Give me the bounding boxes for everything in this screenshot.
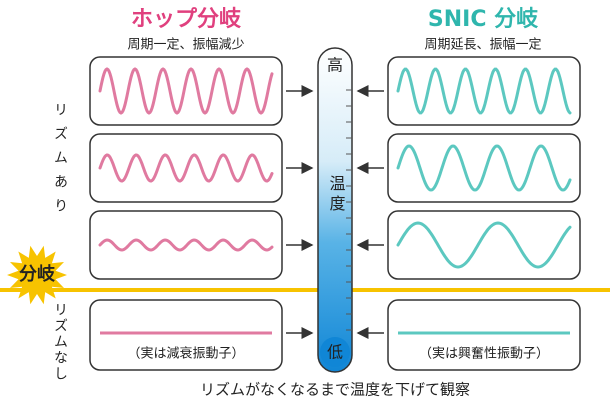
bifurcation-label: 分岐 xyxy=(19,263,56,285)
wave xyxy=(98,153,274,183)
right-subtitle: 周期延長、振幅一定 xyxy=(424,38,541,53)
wave xyxy=(98,238,274,252)
thermometer-high: 高 xyxy=(327,56,343,75)
rhythm-label: リズムあり xyxy=(52,102,68,222)
panel xyxy=(387,56,581,126)
wave xyxy=(396,67,572,115)
left-subtitle: 周期一定、振幅減少 xyxy=(127,37,244,53)
panel xyxy=(387,210,581,280)
thermometer-label: 温度 xyxy=(327,175,346,215)
panel xyxy=(387,299,581,371)
burst xyxy=(7,245,67,305)
thermometer-bulb xyxy=(320,337,350,367)
caption: リズムがなくなるまで温度を下げて観察 xyxy=(200,381,470,399)
left-title: ホップ分岐 xyxy=(131,7,242,32)
right-title: SNIC 分岐 xyxy=(428,7,539,32)
panel xyxy=(89,299,283,371)
wave xyxy=(396,144,572,192)
no-rhythm-label: リズムなし xyxy=(52,302,68,382)
wave xyxy=(396,221,572,269)
thermometer xyxy=(317,47,353,373)
right-note: （実は興奮性振動子） xyxy=(419,346,549,362)
left-note: （実は減衰振動子） xyxy=(127,346,244,362)
thermometer-low: 低 xyxy=(327,343,343,362)
panels xyxy=(89,56,581,371)
wave xyxy=(98,67,274,115)
